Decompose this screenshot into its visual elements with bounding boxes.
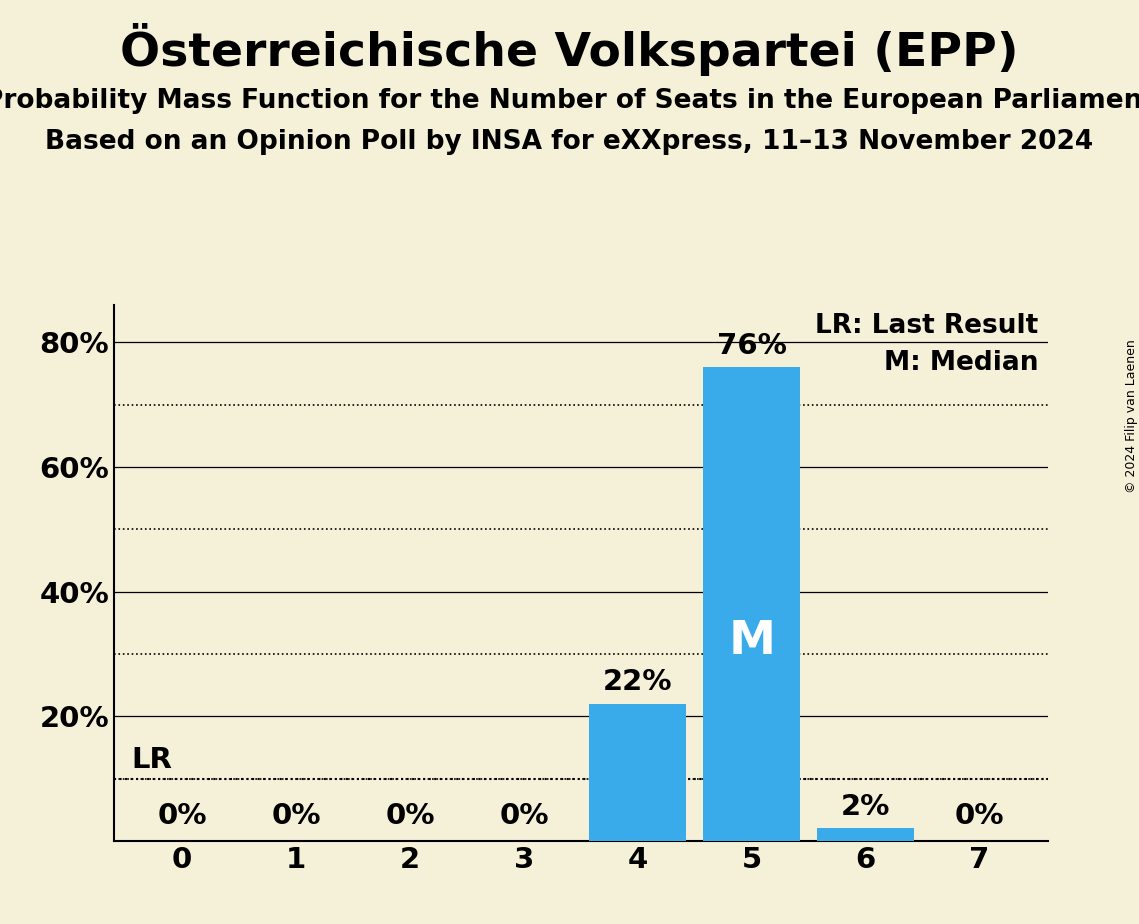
Text: Probability Mass Function for the Number of Seats in the European Parliament: Probability Mass Function for the Number… [0,88,1139,114]
Text: Österreichische Volkspartei (EPP): Österreichische Volkspartei (EPP) [121,23,1018,76]
Text: LR: Last Result: LR: Last Result [816,313,1039,339]
Text: 76%: 76% [716,332,787,359]
Text: M: M [728,619,776,664]
Text: 0%: 0% [954,802,1005,830]
Text: 2%: 2% [841,793,891,821]
Bar [590,704,686,841]
Text: 0%: 0% [499,802,549,830]
Bar [818,829,913,841]
Text: © 2024 Filip van Laenen: © 2024 Filip van Laenen [1124,339,1138,492]
Text: 0%: 0% [157,802,207,830]
Text: Based on an Opinion Poll by INSA for eXXpress, 11–13 November 2024: Based on an Opinion Poll by INSA for eXX… [46,129,1093,155]
Text: 0%: 0% [385,802,435,830]
Text: 0%: 0% [271,802,321,830]
Bar [704,367,800,841]
Text: LR: LR [131,746,172,773]
Text: 22%: 22% [603,668,673,697]
Text: M: Median: M: Median [884,350,1039,376]
